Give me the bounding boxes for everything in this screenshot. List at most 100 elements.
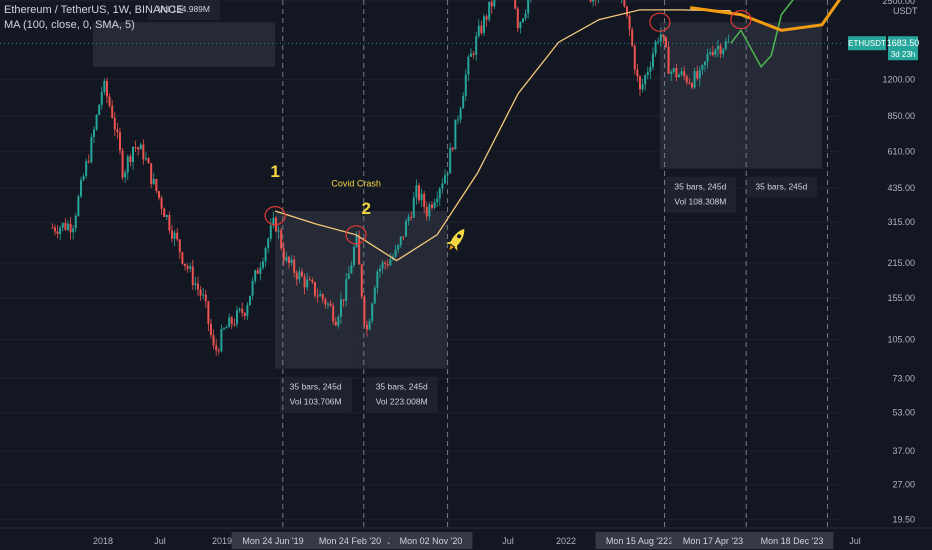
candle-body xyxy=(69,223,72,233)
highlight-circle xyxy=(264,206,286,226)
candle-body xyxy=(636,69,639,77)
y-tick-label: 850.00 xyxy=(887,111,915,121)
candle-body xyxy=(488,1,491,20)
candle-body xyxy=(74,215,77,229)
candle-body xyxy=(155,179,158,192)
candle-body xyxy=(157,191,160,198)
candle-body xyxy=(64,222,67,230)
candle-body xyxy=(142,144,145,160)
candle-body xyxy=(150,163,153,185)
x-tick-label: 2022 xyxy=(556,536,576,546)
candle-body xyxy=(428,204,431,217)
measure-label-bg xyxy=(148,0,220,21)
candle-body xyxy=(199,289,202,296)
candle-body xyxy=(493,0,496,7)
candle-body xyxy=(134,146,137,148)
candle-body xyxy=(90,137,93,162)
x-tick-label: Jul xyxy=(849,536,861,546)
x-tick-label: Mon 24 Feb '20 xyxy=(319,536,381,546)
candle-body xyxy=(425,207,428,217)
candle-body xyxy=(51,227,54,229)
candle-body xyxy=(233,324,236,326)
y-tick-label: 105.00 xyxy=(887,335,915,345)
candle-body xyxy=(225,327,228,329)
candle-body xyxy=(412,197,415,218)
candle-body xyxy=(306,279,309,288)
candle-body xyxy=(183,263,186,266)
candle-body xyxy=(324,299,327,305)
y-axis: USDT20000.0014000.0010000.007000.005000.… xyxy=(848,0,919,524)
candle-body xyxy=(633,45,636,70)
y-tick-label: 1200.00 xyxy=(882,74,915,84)
candle-body xyxy=(592,0,595,2)
candle-body xyxy=(212,335,215,346)
candle-body xyxy=(241,308,244,313)
range-boxes: 75 bars, 525dVol 164.989M75 bars, 525dVo… xyxy=(92,0,822,413)
measure-label: Vol 108.308M xyxy=(674,197,726,207)
candle-body xyxy=(267,238,270,249)
candle-body xyxy=(417,185,420,201)
candle-body xyxy=(113,117,116,130)
candle-body xyxy=(701,65,704,70)
x-tick-highlight xyxy=(671,532,755,549)
candle-body xyxy=(690,83,693,88)
x-tick-label: Mon 02 Nov '20 xyxy=(400,536,463,546)
x-tick-label: Jul xyxy=(502,536,514,546)
x-tick-highlight xyxy=(750,532,834,549)
candle-body xyxy=(521,18,524,23)
candle-body xyxy=(269,225,272,239)
candle-body xyxy=(308,279,311,281)
candle-body xyxy=(144,158,147,160)
rocket-icon xyxy=(445,228,465,251)
candle-body xyxy=(407,216,410,222)
candle-body xyxy=(178,239,181,253)
measure-box xyxy=(740,22,822,169)
measure-box xyxy=(659,22,741,169)
candle-body xyxy=(623,0,626,7)
indicator-legend[interactable]: MA (100, close, 0, SMA, 5) xyxy=(4,19,135,31)
candle-body xyxy=(360,264,363,297)
candle-body xyxy=(254,270,257,281)
candle-body xyxy=(464,74,467,96)
candle-body xyxy=(667,46,670,74)
candle-body xyxy=(519,22,522,29)
candle-body xyxy=(196,283,199,290)
candle-body xyxy=(524,13,527,19)
candle-body xyxy=(709,52,712,54)
projection-orange-line xyxy=(689,0,842,32)
candle-body xyxy=(659,34,662,42)
y-tick-label: 37.00 xyxy=(892,446,915,456)
candle-body xyxy=(72,228,75,233)
candle-body xyxy=(469,53,472,57)
measure-label-bg xyxy=(365,376,438,413)
candle-body xyxy=(477,25,480,37)
x-tick-label: Mon 24 Jun '19 xyxy=(242,536,303,546)
candle-body xyxy=(316,295,319,297)
y-tick-label: 610.00 xyxy=(887,147,915,157)
candle-body xyxy=(644,75,647,85)
highlight-circle xyxy=(730,10,752,30)
candle-body xyxy=(423,193,426,208)
candle-body xyxy=(105,80,108,97)
highlight-circle xyxy=(345,225,367,245)
candle-body xyxy=(222,328,225,330)
candle-body xyxy=(147,158,150,164)
candle-body xyxy=(436,198,439,203)
x-tick-label: Mon 15 Aug '22 xyxy=(606,536,668,546)
candle-body xyxy=(467,56,470,75)
candle-body xyxy=(365,324,368,330)
candle-body xyxy=(59,227,62,234)
measure-label-bg xyxy=(664,176,737,213)
candle-body xyxy=(202,294,205,296)
candle-body xyxy=(163,208,166,217)
candle-body xyxy=(256,270,259,274)
candle-body xyxy=(191,266,194,285)
x-tick-label: 2018 xyxy=(93,536,113,546)
candle-body xyxy=(313,282,316,296)
candle-body xyxy=(152,179,155,185)
candle-body xyxy=(631,29,634,46)
candle-body xyxy=(381,262,384,269)
candle-body xyxy=(118,132,121,151)
measure-label: Vol 164.989M xyxy=(158,4,210,14)
